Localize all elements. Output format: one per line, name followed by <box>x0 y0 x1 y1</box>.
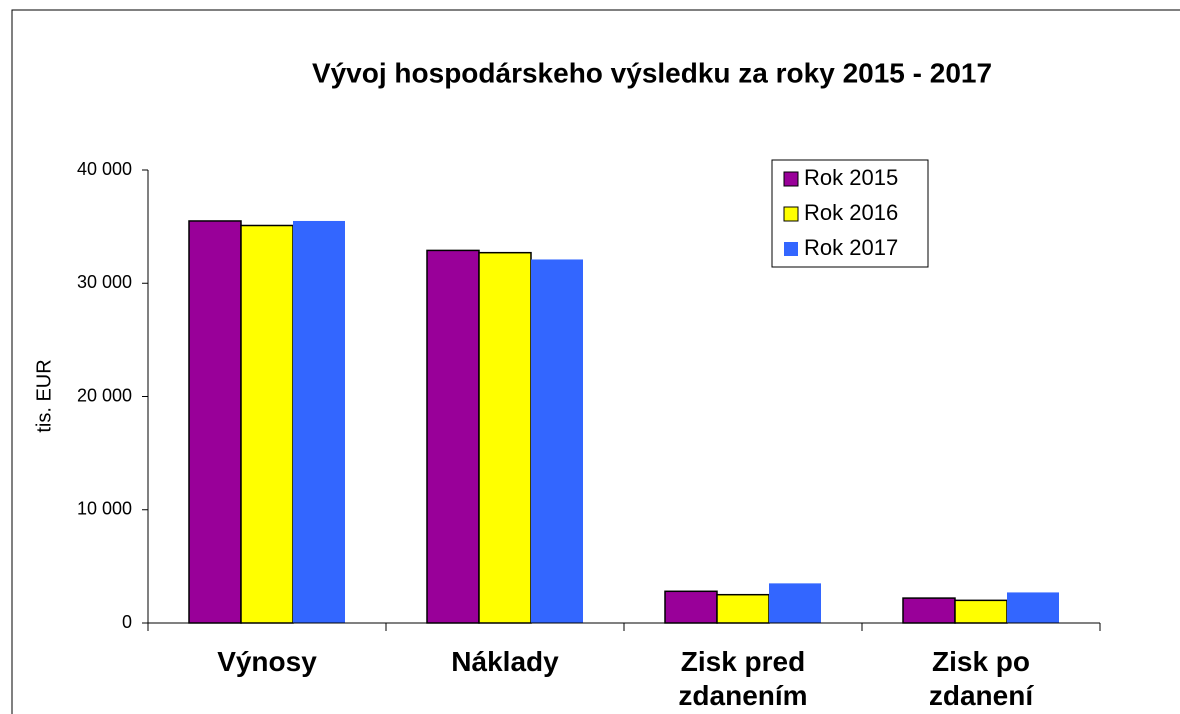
bar <box>240 224 294 624</box>
x-tick-label: Zisk pred zdanením <box>678 646 808 711</box>
y-axis-label: tis. EUR <box>33 359 55 432</box>
legend-label: Rok 2017 <box>804 235 898 260</box>
legend-swatch <box>783 171 799 187</box>
bar <box>769 583 821 623</box>
bar <box>902 597 956 624</box>
x-tick-label: Výnosy <box>217 646 317 677</box>
bar <box>664 590 718 624</box>
frame <box>11 9 1180 714</box>
bar <box>954 599 1008 624</box>
bar <box>293 220 345 623</box>
y-tick-label: 40 000 <box>77 159 132 179</box>
bar <box>188 220 242 624</box>
y-tick-label: 0 <box>122 612 132 632</box>
bar <box>478 251 532 624</box>
y-tick-label: 10 000 <box>77 499 132 519</box>
legend-swatch <box>784 242 798 256</box>
legend-label: Rok 2016 <box>804 200 898 225</box>
bar <box>426 249 480 624</box>
bar <box>531 259 583 623</box>
y-tick-label: 30 000 <box>77 272 132 292</box>
x-tick-label: Zisk po zdanení <box>928 646 1034 711</box>
bar <box>1007 592 1059 623</box>
chart-title: Vývoj hospodárskeho výsledku za roky 201… <box>312 57 992 88</box>
bar <box>716 593 770 624</box>
x-tick-label: Náklady <box>451 646 559 677</box>
legend-label: Rok 2015 <box>804 165 898 190</box>
y-tick-label: 20 000 <box>77 385 132 405</box>
legend-swatch <box>783 206 799 222</box>
